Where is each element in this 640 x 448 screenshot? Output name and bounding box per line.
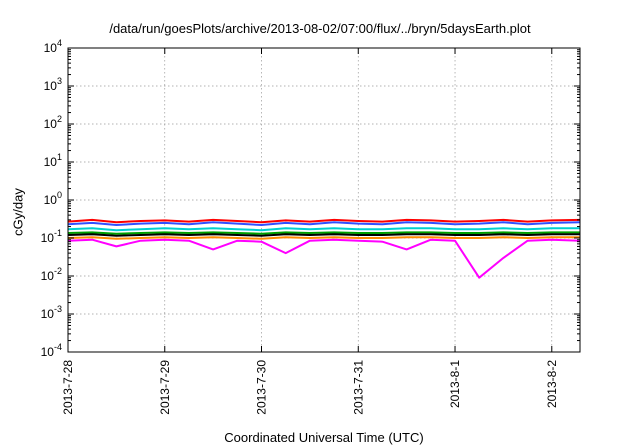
y-tick-exponent: 0 (57, 190, 62, 200)
y-tick-exponent: -4 (54, 342, 62, 352)
y-tick-exponent: -1 (54, 228, 62, 238)
y-tick-exponent: 4 (57, 38, 62, 48)
y-tick-label: 100 (44, 190, 62, 207)
axis-ticks: 10-410-310-210-11001011021031042013-7-28… (41, 38, 580, 415)
x-tick-label: 2013-8-2 (545, 360, 559, 408)
y-tick-label: 103 (44, 76, 62, 93)
y-tick-label: 10-2 (41, 266, 62, 283)
y-tick-exponent: 1 (57, 152, 62, 162)
series-line (67, 236, 580, 240)
series-line (67, 238, 581, 279)
series-line (67, 227, 580, 232)
y-tick-exponent: -3 (54, 304, 62, 314)
y-tick-label: 10-1 (41, 228, 62, 245)
y-tick-label: 10-3 (41, 304, 62, 321)
y-tick-exponent: -2 (54, 266, 62, 276)
x-axis-label: Coordinated Universal Time (UTC) (224, 430, 424, 445)
series-line (67, 231, 580, 235)
series-line (67, 233, 580, 237)
y-tick-label: 104 (44, 38, 62, 55)
grid-lines (68, 48, 580, 352)
x-tick-label: 2013-7-29 (158, 360, 172, 415)
y-tick-label: 101 (44, 152, 62, 169)
series-group (67, 218, 581, 279)
x-tick-label: 2013-7-31 (351, 360, 365, 415)
y-tick-exponent: 2 (57, 114, 62, 124)
x-tick-label: 2013-7-28 (61, 360, 75, 415)
series-line (67, 221, 581, 226)
chart-title: /data/run/goesPlots/archive/2013-08-02/0… (109, 21, 531, 36)
y-tick-label: 10-4 (41, 342, 62, 359)
x-tick-label: 2013-8-1 (448, 360, 462, 408)
y-tick-exponent: 3 (57, 76, 62, 86)
x-tick-label: 2013-7-30 (255, 360, 269, 415)
series-line (67, 218, 581, 224)
y-tick-label: 102 (44, 114, 62, 131)
